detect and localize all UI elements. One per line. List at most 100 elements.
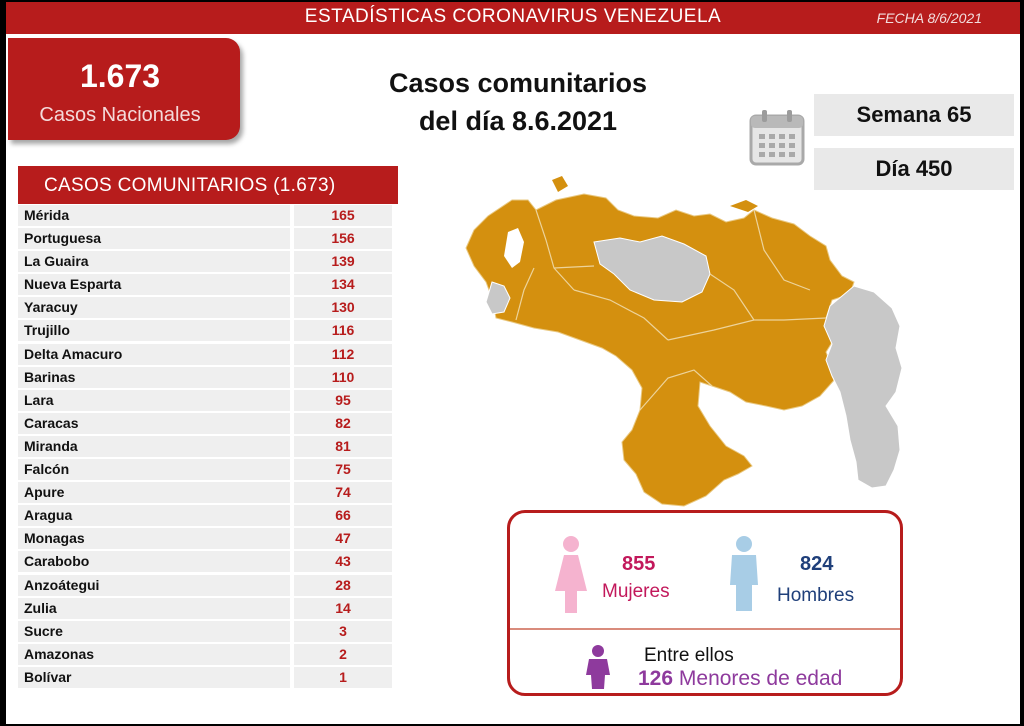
infographic: ESTADÍSTICAS CORONAVIRUS VENEZUELA FECHA… [6, 2, 1020, 724]
female-count: 855 [622, 553, 656, 575]
minors-count: 126 [638, 667, 674, 690]
state-name: Aragua [18, 505, 290, 527]
state-cases: 156 [294, 228, 392, 250]
table-row: Zulia 14 [18, 597, 398, 620]
state-name: Anzoátegui [18, 574, 290, 596]
state-cases: 112 [294, 343, 392, 365]
table-row: Delta Amacuro 112 [18, 343, 398, 366]
male-figure-icon [730, 536, 758, 611]
map-region-lake [504, 228, 524, 268]
top-banner: ESTADÍSTICAS CORONAVIRUS VENEZUELA FECHA… [6, 2, 1020, 34]
table-row: Apure 74 [18, 481, 398, 504]
female-label: Mujeres [602, 581, 670, 602]
calendar-icon [749, 110, 805, 166]
state-name: Barinas [18, 366, 290, 388]
state-cases: 134 [294, 274, 392, 296]
box-divider [510, 628, 900, 630]
table-row: Mérida 165 [18, 204, 398, 227]
table-row: Lara 95 [18, 389, 398, 412]
map-region-cases [465, 193, 855, 507]
female-figure-icon [555, 536, 587, 613]
venezuela-map [465, 176, 903, 507]
state-name: Apure [18, 482, 290, 504]
state-name: Zulia [18, 597, 290, 619]
table-row: Yaracuy 130 [18, 296, 398, 319]
gender-summary-box: 855 Mujeres 824 Hombres Entre ellos 126 … [507, 510, 903, 696]
state-name: Nueva Esparta [18, 274, 290, 296]
table-row: Carabobo 43 [18, 550, 398, 573]
male-label: Hombres [777, 585, 855, 606]
state-name: Portuguesa [18, 228, 290, 250]
state-cases: 2 [294, 643, 392, 665]
map-region-zulia [485, 281, 511, 315]
child-figure-icon [586, 645, 610, 689]
national-cases-label: Casos Nacionales [39, 104, 201, 126]
table-row: Bolívar 1 [18, 666, 398, 689]
state-cases: 74 [294, 482, 392, 504]
week-box: Semana 65 [814, 94, 1014, 136]
state-name: Monagas [18, 528, 290, 550]
state-cases: 43 [294, 551, 392, 573]
state-name: Bolívar [18, 666, 290, 688]
state-cases: 82 [294, 412, 392, 434]
national-cases-count: 1.673 [79, 58, 161, 94]
map-region-nueva-esparta [730, 200, 758, 212]
minors-line: 126 Menores de edad [638, 667, 842, 691]
headline-line-2: del día 8.6.2021 [418, 106, 618, 136]
headline-line-1: Casos comunitarios [388, 68, 648, 98]
table-row: Portuguesa 156 [18, 227, 398, 250]
minors-label: Menores de edad [678, 667, 843, 690]
state-name: Trujillo [18, 320, 290, 342]
banner-date: FECHA 8/6/2021 [876, 10, 982, 26]
map-region-peninsula [552, 176, 568, 192]
table-row: Anzoátegui 28 [18, 574, 398, 597]
table-row: Aragua 66 [18, 504, 398, 527]
table-body: Mérida 165 Portuguesa 156 La Guaira 139 Nueva … [18, 204, 398, 689]
table-row: Nueva Esparta 134 [18, 273, 398, 296]
table-row: Miranda 81 [18, 435, 398, 458]
state-cases: 116 [294, 320, 392, 342]
table-row: Trujillo 116 [18, 319, 398, 342]
table-row: Falcón 75 [18, 458, 398, 481]
banner-title: ESTADÍSTICAS CORONAVIRUS VENEZUELA [304, 6, 722, 27]
state-cases: 47 [294, 528, 392, 550]
state-cases-table: CASOS COMUNITARIOS (1.673) Mérida 165 Port… [18, 166, 398, 689]
state-name: Falcón [18, 459, 290, 481]
table-row: Caracas 82 [18, 412, 398, 435]
state-cases: 139 [294, 251, 392, 273]
state-name: Miranda [18, 435, 290, 457]
state-name: La Guaira [18, 251, 290, 273]
state-cases: 1 [294, 666, 392, 688]
state-name: Carabobo [18, 551, 290, 573]
state-cases: 130 [294, 297, 392, 319]
table-row: Amazonas 2 [18, 643, 398, 666]
state-cases: 81 [294, 435, 392, 457]
table-title: CASOS COMUNITARIOS (1.673) [18, 166, 398, 204]
minors-intro: Entre ellos [644, 645, 734, 666]
state-cases: 66 [294, 505, 392, 527]
state-name: Mérida [18, 205, 290, 226]
state-cases: 110 [294, 366, 392, 388]
headline: Casos comunitarios del día 8.6.2021 [358, 64, 678, 140]
state-name: Delta Amacuro [18, 343, 290, 365]
state-name: Sucre [18, 620, 290, 642]
state-cases: 165 [294, 205, 392, 226]
state-name: Yaracuy [18, 297, 290, 319]
state-cases: 3 [294, 620, 392, 642]
state-name: Caracas [18, 412, 290, 434]
table-row: La Guaira 139 [18, 250, 398, 273]
state-name: Amazonas [18, 643, 290, 665]
state-cases: 14 [294, 597, 392, 619]
male-count: 824 [800, 553, 834, 575]
table-row: Monagas 47 [18, 527, 398, 550]
national-cases-card: 1.673 Casos Nacionales [8, 38, 240, 140]
state-name: Lara [18, 389, 290, 411]
map-region-guayana [823, 285, 903, 489]
map-region-central [593, 235, 711, 303]
state-cases: 28 [294, 574, 392, 596]
state-cases: 75 [294, 459, 392, 481]
table-row: Barinas 110 [18, 366, 398, 389]
table-row: Sucre 3 [18, 620, 398, 643]
state-cases: 95 [294, 389, 392, 411]
